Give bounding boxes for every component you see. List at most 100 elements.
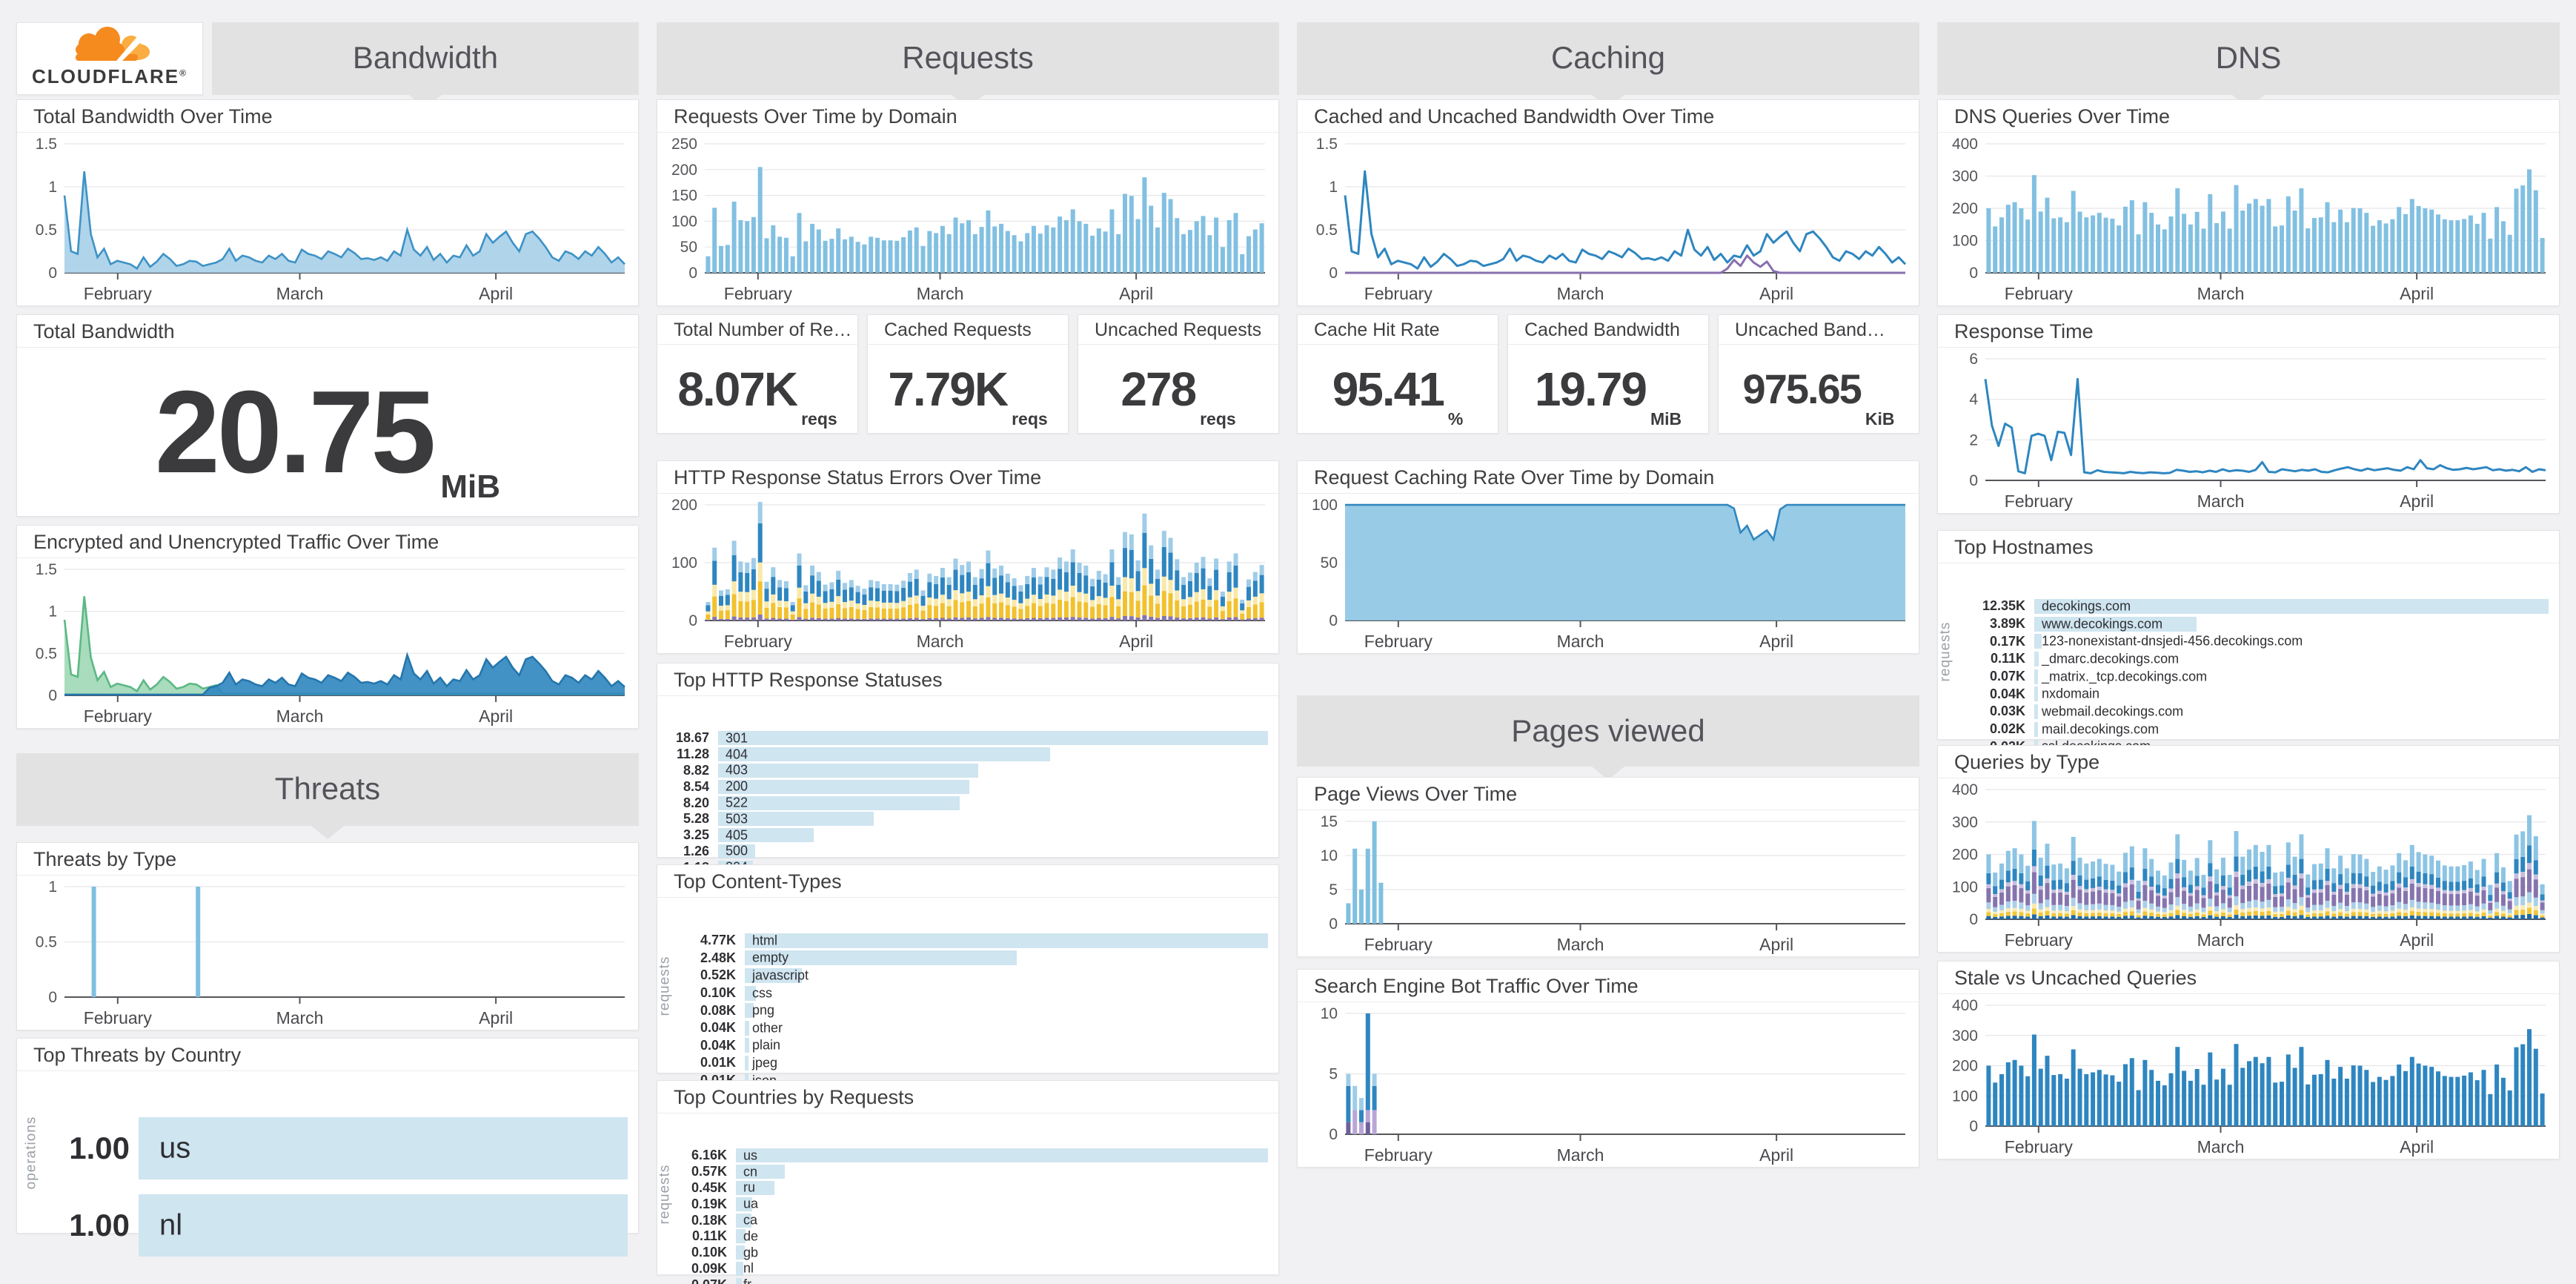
- list-item-label: decokings.com: [2042, 598, 2131, 614]
- svg-text:March: March: [276, 706, 324, 726]
- svg-text:April: April: [2400, 1137, 2434, 1156]
- list-item-bar: [2034, 686, 2038, 702]
- card-title: Cache Hit Rate: [1298, 315, 1498, 345]
- list-item-bar: [2034, 634, 2042, 649]
- section-header-bandwidth: Bandwidth: [212, 22, 639, 108]
- svg-text:February: February: [1364, 935, 1433, 954]
- list-item-value: 6.16K: [691, 1148, 727, 1163]
- stat-value: 278: [1121, 363, 1197, 416]
- svg-text:March: March: [1557, 1145, 1604, 1165]
- stat-unit: reqs: [1012, 409, 1048, 428]
- svg-text:February: February: [2005, 284, 2074, 303]
- hbar-list: 12.35K decokings.com 3.89K www.decokings.co…: [1963, 598, 2549, 772]
- svg-text:February: February: [84, 1008, 153, 1027]
- chart-stale-uncached: 0 100 200 300 400 February March April: [1938, 995, 2559, 1159]
- list-item-value: 0.52K: [700, 967, 736, 983]
- chart-svg: 0 100 200 300 400 February March April: [1952, 781, 2546, 950]
- svg-text:0.5: 0.5: [36, 222, 57, 239]
- card-title: Page Views Over Time: [1298, 778, 1919, 810]
- svg-text:100: 100: [1312, 497, 1338, 514]
- stat-cache-hit-rate: 95.41 %: [1298, 345, 1498, 433]
- chart-svg: 0 0.5 1 February March April: [36, 878, 625, 1027]
- chart-queries-by-type: 0 100 200 300 400 February March April: [1938, 779, 2559, 952]
- list-item-value: 0.01K: [700, 1055, 736, 1070]
- svg-text:April: April: [1759, 935, 1793, 954]
- list-item-bar: [718, 731, 1268, 746]
- card-title: Total Number of Re…: [657, 315, 857, 345]
- list-item-bar-track: 405: [718, 827, 1268, 843]
- svg-text:0: 0: [1969, 911, 1978, 928]
- svg-text:50: 50: [1321, 555, 1338, 572]
- svg-text:0.5: 0.5: [1316, 222, 1338, 239]
- svg-text:15: 15: [1321, 813, 1338, 830]
- list-item-label: 123-nonexistant-dnsjedi-456.decokings.co…: [2042, 633, 2303, 649]
- svg-text:April: April: [1119, 284, 1153, 303]
- list-item-value: 0.04K: [700, 1020, 736, 1036]
- card-stale-uncached: Stale vs Uncached Queries 0 100 200 300 400 F…: [1937, 961, 2560, 1159]
- list-item-label: ua: [743, 1196, 759, 1211]
- card-response-time: Response Time 0 2 4 6 February March April: [1937, 314, 2560, 514]
- stat-cached-requests: 7.79K reqs: [868, 345, 1068, 433]
- svg-text:400: 400: [1952, 136, 1978, 153]
- list-item: 1.26 500: [665, 844, 1268, 860]
- list-item-bar-track: de: [736, 1228, 1268, 1244]
- svg-text:1: 1: [48, 179, 57, 196]
- list-item-value: 0.17K: [1989, 633, 2025, 649]
- card-cached-bandwidth: Cached Bandwidth 19.79 MiB: [1507, 314, 1709, 434]
- list-item: 0.09K nl: [683, 1261, 1268, 1277]
- list-item-label: de: [743, 1228, 759, 1244]
- list-item-label: ru: [743, 1179, 756, 1195]
- svg-text:March: March: [276, 1008, 324, 1027]
- list-item: 0.45K ru: [683, 1180, 1268, 1197]
- list-item-label: css: [752, 985, 772, 1001]
- list-top-content-types: requests 4.77K html 2.48K empty 0.52K javascri…: [657, 899, 1278, 1106]
- svg-text:100: 100: [671, 213, 697, 230]
- list-item-label: jpeg: [752, 1055, 778, 1070]
- card-title: Queries by Type: [1938, 746, 2559, 778]
- list-item-bar-track: jpeg: [745, 1055, 1268, 1070]
- list-item-bar: [745, 1003, 754, 1019]
- list-item-value: 3.25: [683, 827, 709, 843]
- list-item: 1.00 nl: [42, 1191, 628, 1260]
- svg-text:400: 400: [1952, 781, 1978, 798]
- svg-text:150: 150: [671, 188, 697, 205]
- list-item-label: png: [752, 1002, 775, 1018]
- list-item-bar-track: empty: [745, 950, 1268, 966]
- svg-text:0: 0: [1329, 916, 1338, 933]
- svg-text:400: 400: [1952, 997, 1978, 1014]
- card-total-requests: Total Number of Re… 8.07K reqs: [657, 314, 858, 434]
- section-header-threats: Threats: [16, 753, 639, 839]
- axis-label: requests: [657, 956, 673, 1016]
- list-item-value: 0.07K: [683, 1277, 736, 1284]
- stat-unit: reqs: [1200, 409, 1236, 428]
- chart-http-errors: 0 100 200 February March April: [657, 494, 1278, 653]
- list-item-bar: [718, 795, 960, 810]
- list-item-bar: [2034, 721, 2038, 737]
- card-title: Uncached Band…: [1719, 315, 1919, 345]
- svg-text:1.5: 1.5: [36, 561, 57, 578]
- chart-requests-by-domain: 0 50 100 150 200 250 February March April: [657, 133, 1278, 305]
- card-title: Requests Over Time by Domain: [657, 100, 1278, 133]
- list-item: 0.52K javascript: [683, 967, 1268, 984]
- svg-text:April: April: [1119, 632, 1153, 651]
- list-item-bar-track: nl: [736, 1261, 1268, 1276]
- svg-text:0: 0: [688, 265, 697, 282]
- card-http-errors: HTTP Response Status Errors Over Time 0 1…: [657, 460, 1279, 654]
- list-item-value: 1.26: [683, 843, 709, 858]
- stat-value: 975.65: [1742, 365, 1862, 412]
- svg-text:March: March: [1557, 935, 1604, 954]
- svg-text:0.5: 0.5: [36, 934, 57, 951]
- cloudflare-logo-card: CLOUDFLARE®: [16, 22, 203, 95]
- svg-text:February: February: [1364, 1145, 1433, 1165]
- list-item: 11.28 404: [665, 747, 1268, 763]
- svg-text:February: February: [1364, 632, 1433, 651]
- list-item-bar: [745, 933, 1268, 948]
- list-item-bar: [736, 1245, 745, 1260]
- svg-text:April: April: [2400, 492, 2434, 511]
- list-item-value: 4.77K: [700, 933, 736, 948]
- list-item-bar: [718, 747, 1051, 762]
- list-item-value: 0.57K: [691, 1164, 727, 1179]
- list-item-value: 8.82: [683, 762, 709, 778]
- card-title: Top Hostnames: [1938, 531, 2559, 563]
- section-header-dns: DNS: [1937, 22, 2560, 108]
